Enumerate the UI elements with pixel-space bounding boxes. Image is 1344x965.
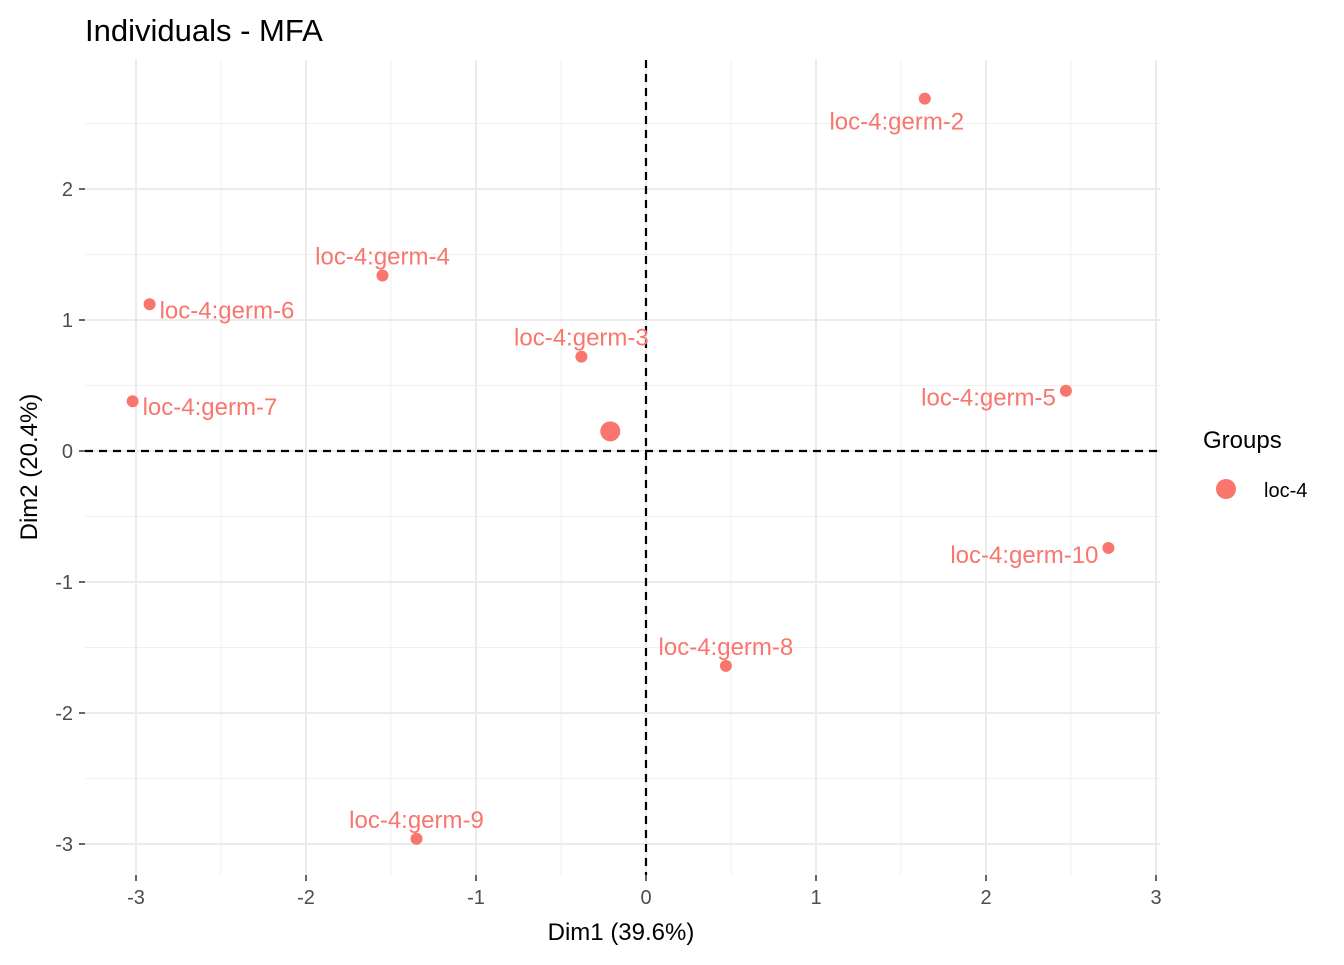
legend-swatch xyxy=(1216,479,1236,499)
x-tick-label: -2 xyxy=(297,887,315,909)
point-label: loc-4:germ-3 xyxy=(514,325,649,352)
data-point xyxy=(1059,384,1072,397)
data-point xyxy=(719,659,732,672)
data-point xyxy=(918,92,931,105)
y-axis-title: Dim2 (20.4%) xyxy=(16,394,43,541)
point-label: loc-4:germ-2 xyxy=(829,109,964,136)
x-tick-label: 3 xyxy=(1150,887,1161,909)
point-label: loc-4:germ-5 xyxy=(921,385,1056,412)
x-tick-label: 0 xyxy=(640,887,651,909)
data-point xyxy=(575,350,588,363)
point-label: loc-4:germ-6 xyxy=(160,297,295,324)
data-point xyxy=(143,298,156,311)
y-tick-label: -3 xyxy=(55,834,73,856)
y-tick-label: 2 xyxy=(62,179,73,201)
data-point xyxy=(410,832,423,845)
data-point xyxy=(1102,541,1115,554)
point-label: loc-4:germ-8 xyxy=(659,634,794,661)
x-tick-label: 2 xyxy=(980,887,991,909)
x-axis-title: Dim1 (39.6%) xyxy=(548,919,695,946)
points-layer: loc-4:germ-2 loc-4:germ-4 loc-4:germ-6 loc-… xyxy=(126,92,1115,845)
x-tick-label: -1 xyxy=(467,887,485,909)
grid-layer xyxy=(85,60,1160,875)
x-tick-label: 1 xyxy=(810,887,821,909)
ticks-layer: -3 -2 -1 0 1 2 3 -3 -2 -1 0 1 2 xyxy=(55,179,1161,909)
legend-title: Groups xyxy=(1203,427,1282,454)
data-point xyxy=(126,395,139,408)
x-tick-label: -3 xyxy=(127,887,145,909)
legend-label: loc-4 xyxy=(1264,480,1307,502)
y-tick-label: -2 xyxy=(55,703,73,725)
y-tick-label: 1 xyxy=(62,310,73,332)
y-tick-label: 0 xyxy=(62,441,73,463)
point-label: loc-4:germ-7 xyxy=(143,394,278,421)
chart-title: Individuals - MFA xyxy=(85,13,323,48)
y-tick-label: -1 xyxy=(55,572,73,594)
legend: Groups loc-4 xyxy=(1203,427,1307,502)
point-label: loc-4:germ-4 xyxy=(315,243,450,270)
point-label: loc-4:germ-10 xyxy=(950,542,1098,569)
point-label: loc-4:germ-9 xyxy=(349,807,484,834)
reference-lines xyxy=(85,60,1160,875)
group-centroid-point xyxy=(600,421,621,442)
data-point xyxy=(376,269,389,282)
